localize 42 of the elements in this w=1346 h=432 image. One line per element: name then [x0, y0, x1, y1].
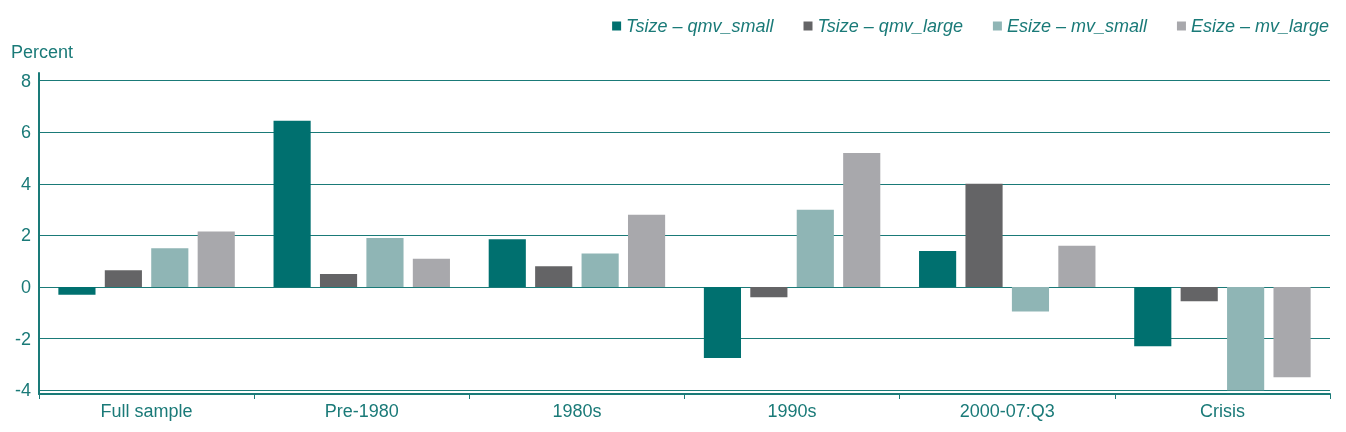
y-tick-label: -2: [14, 328, 31, 349]
legend-label: Esize – mv_small: [1006, 16, 1148, 36]
bar: [197, 231, 235, 287]
bar: [796, 209, 834, 287]
bar: [1011, 287, 1050, 312]
bar: [488, 239, 526, 287]
y-axis-title: Percent: [11, 42, 74, 62]
x-tick-label: Full sample: [100, 401, 193, 421]
bar: [1180, 287, 1218, 302]
bar: [151, 248, 189, 287]
bar: [965, 183, 1003, 287]
y-tick-label: 6: [20, 122, 31, 143]
bar: [366, 238, 404, 287]
legend-label: Esize – mv_large: [1190, 16, 1329, 36]
x-tick-label: Pre-1980: [324, 401, 399, 421]
bar: [273, 120, 311, 287]
bar: [535, 266, 573, 287]
x-tick-label: 2000-07:Q3: [959, 401, 1055, 421]
y-tick-label: 8: [20, 70, 31, 91]
bar: [104, 270, 142, 287]
legend-label: Tsize – qmv_large: [817, 16, 963, 36]
y-tick-label: 4: [20, 173, 31, 194]
bar: [750, 287, 788, 298]
x-tick-label: Crisis: [1199, 401, 1245, 421]
bar: [1134, 287, 1172, 347]
bar: [1273, 287, 1311, 378]
bar: [843, 152, 881, 287]
x-tick-label: 1990s: [767, 401, 817, 421]
bar: [627, 214, 666, 287]
bar: [319, 274, 358, 287]
legend-label: Tsize – qmv_small: [626, 16, 775, 36]
y-tick-label: 0: [20, 277, 31, 297]
bar: [919, 250, 957, 287]
bar: [58, 287, 96, 295]
bar: [703, 287, 742, 358]
bar: [412, 258, 450, 287]
bar: [1058, 245, 1096, 287]
bar: [1227, 287, 1265, 391]
x-tick-label: 1980s: [552, 401, 602, 421]
y-tick-label: 2: [20, 225, 31, 246]
y-tick-label: -4: [14, 380, 31, 401]
bar: [581, 253, 619, 287]
